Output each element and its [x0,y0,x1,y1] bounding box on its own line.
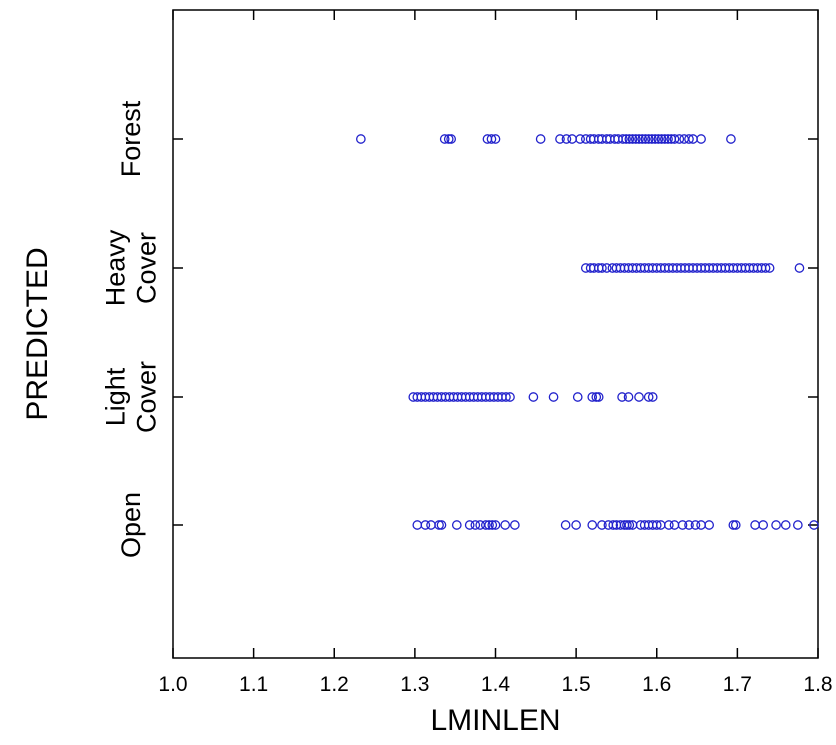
data-point [730,520,741,530]
data-point [684,134,694,144]
data-point [637,134,648,144]
data-point [597,520,607,530]
category-label: Cover [132,232,162,304]
data-point [464,520,475,530]
data-point [572,392,583,402]
data-point [597,263,607,273]
data-point [624,520,635,530]
data-point [548,392,559,402]
data-point [490,520,501,530]
data-point [561,134,572,144]
data-point [509,520,520,530]
data-point [486,134,497,144]
y-axis-ticks [173,138,818,526]
data-point [760,263,771,273]
data-point [451,520,462,530]
data-point [436,520,447,530]
x-axis-tick-labels: 1.0 1.1 1.2 1.3 1.4 1.5 1.6 1.7 1.8 [158,673,832,696]
data-point [487,520,498,530]
data-point [587,520,598,530]
data-point [630,134,641,144]
data-point [420,520,431,530]
x-tick-label: 1.5 [562,673,591,696]
data-point [640,134,651,144]
data-point [764,263,775,273]
x-tick-label: 1.0 [158,673,187,696]
data-point [647,392,658,402]
x-tick-label: 1.7 [723,673,752,696]
data-point [608,520,619,530]
data-point [587,392,598,402]
data-point [528,392,539,402]
data-point [794,263,805,273]
data-point [677,520,688,530]
data-point [627,134,638,144]
data-point [647,134,657,144]
category-label: Light [101,367,131,426]
data-point [684,520,694,530]
data-point [758,520,769,530]
data-point [484,520,494,530]
data-point [446,134,457,144]
data-point [634,392,644,402]
data-point [480,520,491,530]
data-point [575,134,586,144]
data-point [659,134,670,144]
data-point [792,520,803,530]
data-point [650,134,660,144]
data-point [560,520,571,530]
data-point [439,134,450,144]
data-point [634,134,644,144]
data-point [505,392,515,402]
x-tick-label: 1.6 [642,673,671,696]
data-point [571,520,581,530]
x-tick-label: 1.1 [239,673,268,696]
data-point [617,392,627,402]
data-point [500,520,511,530]
data-point [356,134,366,144]
x-tick-label: 1.4 [481,673,511,696]
data-point [593,392,604,402]
category-label: Cover [132,361,162,433]
data-point [780,520,791,530]
data-point [651,520,662,530]
data-point [470,520,481,530]
data-point [501,392,511,402]
x-axis-title: LMINLEN [430,704,560,737]
data-point [663,134,673,144]
data-point [696,134,706,144]
data-point [621,134,631,144]
data-point [663,520,674,530]
data-point [555,134,565,144]
data-point [643,392,654,402]
data-point [674,134,685,144]
data-point [653,134,664,144]
y-axis-title: PREDICTED [21,247,54,420]
data-point [809,520,819,530]
data-points [356,134,819,530]
data-point [624,134,635,144]
data-point [656,134,667,144]
data-point [726,134,736,144]
data-point [535,134,546,144]
data-point [690,520,701,530]
data-point [618,134,628,144]
category-label: Forest [116,100,146,177]
data-point [623,392,634,402]
data-point [490,134,501,144]
x-tick-label: 1.3 [400,673,429,696]
x-tick-label: 1.8 [803,673,832,696]
data-point [771,520,781,530]
data-point [643,134,654,144]
x-axis-ticks [172,10,819,658]
data-point [669,134,680,144]
data-point [704,520,715,530]
category-label: Heavy [101,229,131,306]
plot-area [172,9,819,659]
x-tick-label: 1.2 [320,673,349,696]
data-point [601,263,612,273]
category-label: Open [116,492,146,558]
